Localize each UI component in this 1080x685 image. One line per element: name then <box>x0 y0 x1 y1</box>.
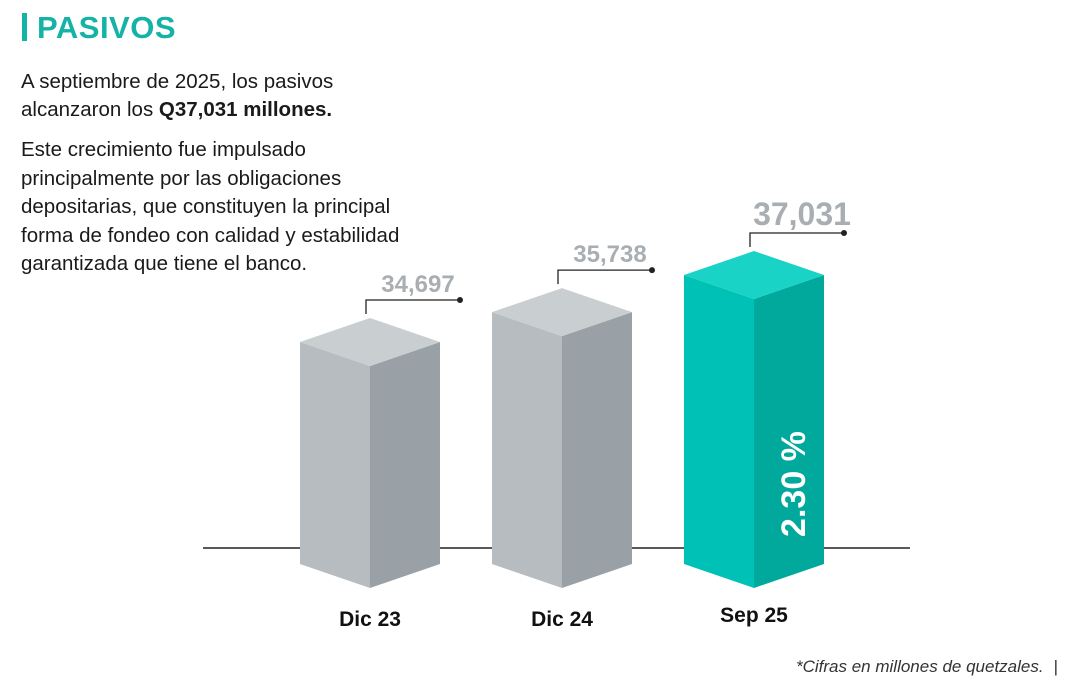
bar-top-face <box>684 251 824 300</box>
bar-left-face <box>684 275 754 588</box>
bar-right-face <box>562 312 632 588</box>
footnote-separator: | <box>1053 657 1058 676</box>
intro-prefix: A septiembre de 2025, los pasivos alcanz… <box>21 70 334 121</box>
intro-text: A septiembre de 2025, los pasivos alcanz… <box>21 68 401 124</box>
value-leader-dot <box>649 267 655 274</box>
value-label: 35,738 <box>573 241 646 268</box>
category-label: Dic 23 <box>339 608 401 631</box>
value-leader-dot <box>841 230 847 237</box>
bar-top-face <box>300 318 440 366</box>
bar-right-face <box>370 342 440 588</box>
intro-bold-amount: Q37,031 millones. <box>158 98 333 121</box>
footnote-text: *Cifras en millones de quetzales. <box>796 657 1044 676</box>
growth-annotation: 2.30 % <box>775 431 813 537</box>
category-label: Sep 25 <box>720 604 788 627</box>
bar-left-face <box>492 312 562 588</box>
page-title-text: PASIVOS <box>37 10 177 45</box>
description-text: Este crecimiento fue impulsado principal… <box>21 138 400 275</box>
page-title: PASIVOS <box>22 10 176 46</box>
value-leader-dot <box>457 297 463 303</box>
value-leader-line <box>365 299 460 314</box>
category-label: Dic 24 <box>531 608 593 631</box>
value-leader-line <box>749 232 844 248</box>
value-label: 37,031 <box>753 196 851 232</box>
bar-right-face <box>754 275 824 588</box>
bar-left-face <box>300 342 370 588</box>
value-label: 34,697 <box>381 271 454 298</box>
value-leader-line <box>557 269 652 285</box>
title-accent-bar <box>22 13 27 41</box>
footnote: *Cifras en millones de quetzales. | <box>796 657 1058 677</box>
bar-top-face <box>492 288 632 337</box>
